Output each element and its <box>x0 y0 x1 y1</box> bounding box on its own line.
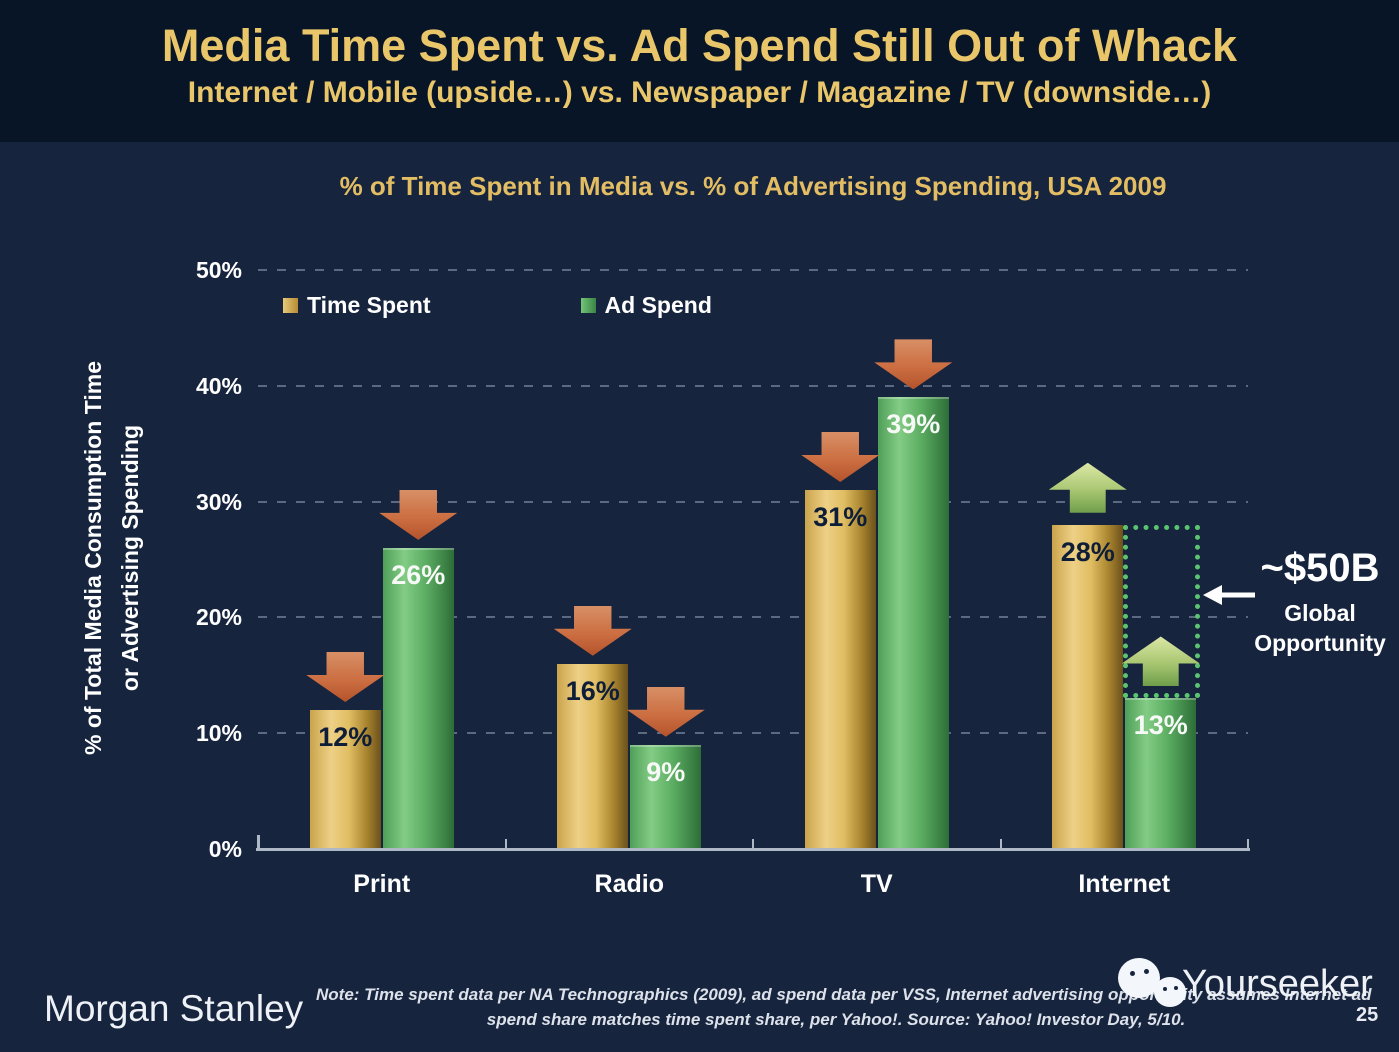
x-axis-line <box>256 848 1250 851</box>
legend: Time Spent Ad Spend <box>283 292 712 319</box>
down-arrow-radio-time-spent <box>553 605 632 656</box>
legend-item-time-spent: Time Spent <box>283 292 431 319</box>
bar-print-ad-spend <box>382 547 454 849</box>
legend-swatch-time-spent <box>283 298 298 313</box>
slide-title: Media Time Spent vs. Ad Spend Still Out … <box>161 20 1238 71</box>
axis-tick-4 <box>1247 839 1249 848</box>
bar-value-radio-time-spent: 16% <box>565 675 620 706</box>
y-tick-20: 20% <box>195 604 242 631</box>
bar-value-tv-ad-spend: 39% <box>886 409 941 440</box>
axis-tick-3 <box>999 839 1002 848</box>
gridline-50 <box>258 269 1248 271</box>
x-label-tv: TV <box>860 870 893 898</box>
y-tick-50: 50% <box>195 257 242 283</box>
bar-value-print-time-spent: 12% <box>318 722 373 753</box>
bar-radio-time-spent <box>557 663 629 849</box>
source-note-line2: spend share matches time spent share, pe… <box>486 1010 1186 1029</box>
gridline-10 <box>258 732 1248 735</box>
x-label-print: Print <box>353 870 411 898</box>
slide-header: Media Time Spent vs. Ad Spend Still Out … <box>0 0 1399 142</box>
opportunity-label-line1: Global <box>1284 600 1356 626</box>
source-note-line1: Note: Time spent data per NA Technograph… <box>316 985 1372 1004</box>
bar-value-internet-ad-spend: 13% <box>1133 710 1188 741</box>
y-tick-30: 30% <box>195 488 242 515</box>
legend-swatch-ad-spend <box>580 298 596 313</box>
wechat-bubble-small <box>1154 977 1186 1007</box>
opportunity-label: Global Opportunity <box>1244 598 1396 658</box>
bar-print-time-spent <box>309 710 381 849</box>
page-number: 25 <box>1356 1004 1379 1026</box>
watermark-label: Yourseeker <box>1182 962 1373 1005</box>
wechat-bubble-large <box>1118 958 1160 998</box>
slide-subtitle: Internet / Mobile (upside…) vs. Newspape… <box>187 76 1212 109</box>
down-arrow-tv-ad-spend <box>874 339 953 390</box>
down-arrow-print-time-spent <box>306 652 385 703</box>
left-arrow-icon <box>1203 582 1255 613</box>
morgan-stanley-logo: Morgan Stanley <box>44 988 304 1029</box>
wechat-icon <box>1116 956 1190 1012</box>
bar-internet-ad-spend <box>1125 698 1197 849</box>
gridline-20 <box>258 616 1248 619</box>
legend-label-time-spent: Time Spent <box>307 292 431 318</box>
bar-tv-ad-spend <box>877 397 949 849</box>
bar-tv-time-spent <box>804 490 876 849</box>
down-arrow-print-ad-spend <box>379 489 458 540</box>
wechat-eye <box>1144 969 1149 974</box>
bar-internet-time-spent <box>1052 524 1124 849</box>
y-tick-0: 0% <box>208 836 242 862</box>
bar-value-print-ad-spend: 26% <box>391 559 446 590</box>
source-note: Note: Time spent data per NA Technograph… <box>316 982 1372 1032</box>
y-axis-label-line1: % of Total Media Consumption Time <box>80 361 106 755</box>
x-label-radio: Radio <box>594 870 664 898</box>
axis-tick-0 <box>257 835 260 848</box>
watermark: Yourseeker <box>1116 956 1373 1012</box>
y-axis-label-line2: or Advertising Spending <box>117 424 143 692</box>
bar-value-internet-time-spent: 28% <box>1060 536 1115 567</box>
opportunity-annotation: ~$50B Global Opportunity <box>1244 546 1396 658</box>
bar-value-radio-ad-spend: 9% <box>646 756 686 787</box>
wechat-eye <box>1163 987 1167 991</box>
bar-value-tv-time-spent: 31% <box>813 502 868 533</box>
y-axis-label: % of Total Media Consumption Time or Adv… <box>75 361 149 755</box>
legend-label-ad-spend: Ad Spend <box>604 292 712 318</box>
x-label-internet: Internet <box>1078 870 1171 898</box>
up-arrow-internet-time-spent <box>1048 462 1127 513</box>
gridline-40 <box>258 384 1248 387</box>
opportunity-value: ~$50B <box>1260 546 1380 590</box>
wechat-eye <box>1130 971 1135 976</box>
chart-title: % of Time Spent in Media vs. % of Advert… <box>339 171 1167 201</box>
bar-radio-ad-spend <box>630 744 702 849</box>
wechat-eye <box>1174 986 1178 990</box>
y-tick-10: 10% <box>195 720 242 747</box>
opportunity-label-line2: Opportunity <box>1254 630 1386 656</box>
gridline-30 <box>258 500 1248 503</box>
axis-tick-1 <box>504 839 507 848</box>
y-tick-40: 40% <box>195 372 242 399</box>
opportunity-rect <box>1123 524 1201 699</box>
axis-tick-2 <box>752 839 754 848</box>
legend-item-ad-spend: Ad Spend <box>580 292 712 319</box>
